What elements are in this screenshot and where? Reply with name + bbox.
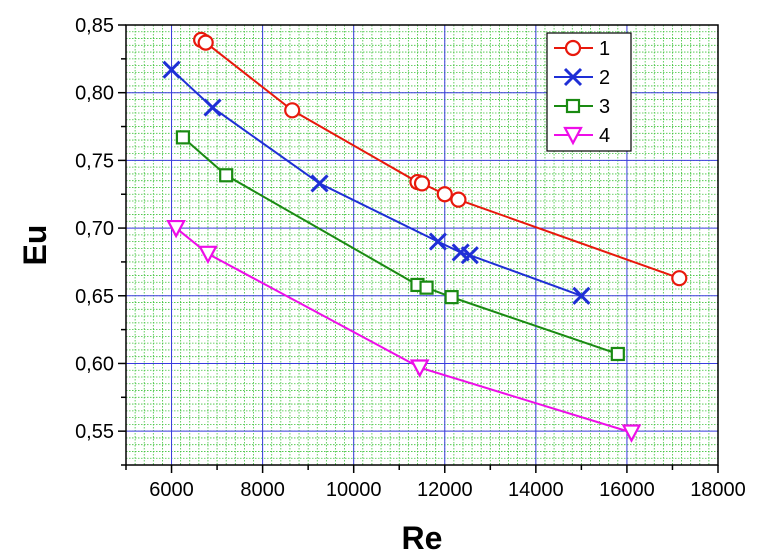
- data-point: [166, 219, 186, 239]
- legend-item-4: 4: [554, 125, 610, 147]
- legend-marker: [564, 39, 582, 57]
- legend-label: 1: [599, 38, 610, 60]
- series-line: [175, 227, 632, 434]
- legend-marker: [563, 67, 583, 87]
- ticks: [118, 24, 719, 473]
- y-tick-label: 0,70: [75, 218, 114, 240]
- x-tick-label: 10000: [326, 479, 382, 501]
- x-tick-label: 8000: [240, 479, 285, 501]
- legend-label: 3: [599, 96, 610, 118]
- data-point: [460, 246, 479, 265]
- x-tick-label: 14000: [508, 479, 564, 501]
- data-point: [197, 34, 214, 51]
- tick-labels: 6000 8000 10000 12000 14000 16000 18000 0,55 0,6…: [75, 15, 746, 501]
- legend-item-1: 1: [554, 38, 610, 60]
- data-point: [572, 286, 591, 305]
- legend-item-3: 3: [554, 96, 610, 118]
- data-point: [419, 280, 434, 295]
- series-3: [175, 130, 625, 362]
- legend-marker: [563, 126, 583, 146]
- series-layer: [162, 31, 688, 443]
- y-tick-label: 0,65: [75, 286, 114, 308]
- y-axis-title: Eu: [17, 225, 53, 266]
- legend-box: [546, 32, 632, 152]
- y-tick-label: 0,60: [75, 353, 114, 375]
- data-point: [444, 290, 459, 305]
- data-point: [219, 168, 234, 183]
- data-point: [310, 174, 329, 193]
- x-tick-label: 6000: [149, 479, 194, 501]
- y-tick-label: 0,80: [75, 83, 114, 105]
- legend: 1 2 3 4: [546, 32, 632, 152]
- data-point: [621, 424, 642, 443]
- data-point: [203, 98, 222, 117]
- data-point: [409, 359, 430, 378]
- legend-label: 2: [599, 67, 610, 89]
- series-4: [166, 219, 642, 443]
- data-point: [175, 130, 191, 145]
- data-point: [198, 245, 218, 265]
- x-axis-title: Re: [402, 520, 443, 556]
- y-tick-label: 0,75: [75, 150, 114, 172]
- plot-frame: [125, 24, 719, 466]
- data-point: [450, 191, 467, 208]
- legend-label: 4: [599, 125, 610, 147]
- legend-marker: [565, 98, 581, 114]
- data-point: [436, 186, 453, 203]
- legend-item-2: 2: [554, 67, 610, 89]
- x-tick-label: 12000: [417, 479, 473, 501]
- data-point: [671, 270, 688, 287]
- y-tick-label: 0,85: [75, 15, 114, 37]
- x-tick-label: 18000: [690, 479, 746, 501]
- series-1: [193, 31, 688, 287]
- y-tick-label: 0,55: [75, 421, 114, 443]
- data-point: [284, 102, 301, 119]
- series-2: [162, 60, 591, 305]
- data-point: [610, 346, 625, 362]
- data-point: [413, 175, 431, 192]
- x-tick-label: 16000: [599, 479, 655, 501]
- data-point: [162, 60, 181, 79]
- data-point: [428, 232, 447, 251]
